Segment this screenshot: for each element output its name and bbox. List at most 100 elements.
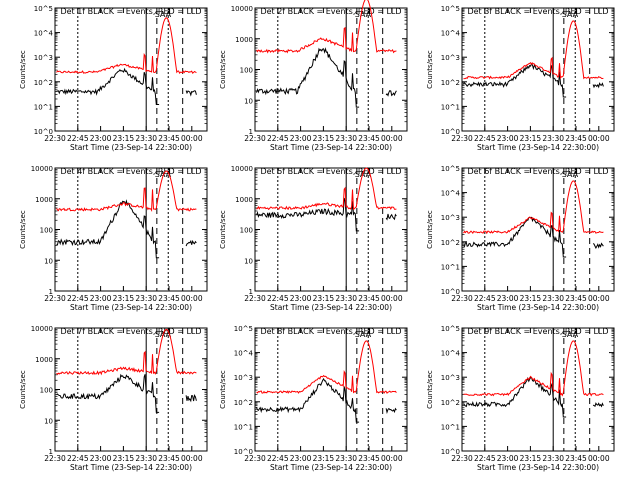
- x-tick-label: 23:00: [497, 454, 519, 463]
- series-events-line: [256, 377, 397, 423]
- series-lld-line: [256, 0, 397, 54]
- x-tick-label: 22:45: [67, 134, 89, 143]
- panel-title: Det 1f BLACK = Events, RED = LLD: [60, 7, 201, 16]
- x-tick-label: 23:15: [313, 134, 335, 143]
- y-axis-label: Counts/sec: [19, 50, 27, 89]
- x-tick-label: 22:30: [451, 294, 473, 303]
- x-tick-label: 23:30: [542, 454, 564, 463]
- y-tick-label: 10^5: [441, 5, 460, 13]
- y-tick-label: 10^3: [441, 54, 460, 62]
- y-tick-label: 1: [49, 448, 53, 456]
- y-tick-label: 10^4: [441, 30, 461, 38]
- y-tick-label: 10^2: [234, 399, 253, 407]
- x-tick-label: 23:30: [542, 134, 564, 143]
- x-tick-label: 23:00: [497, 134, 519, 143]
- y-tick-label: 10000: [231, 165, 253, 173]
- x-tick-label: 23:15: [313, 294, 335, 303]
- panel-1: Det 1f BLACK = Events, RED = LLD 10^0 10^1…: [19, 5, 208, 152]
- series-lld-line: [463, 20, 604, 80]
- x-axis-label: Start Time (23-Sep-14 22:30:00): [70, 463, 192, 472]
- panel-title: Det 4f BLACK = Events, RED = LLD: [60, 167, 201, 176]
- x-tick-label: 23:00: [290, 454, 312, 463]
- x-axis-label: Start Time (23-Sep-14 22:30:00): [477, 143, 599, 152]
- y-tick-label: 10^0: [34, 128, 53, 136]
- panel-title: Det 2f BLACK = Events, RED = LLD: [260, 7, 401, 16]
- series-events-line: [56, 373, 197, 413]
- series-lld-line: [56, 328, 197, 376]
- x-tick-label: 23:45: [565, 454, 587, 463]
- y-tick-label: 10^4: [234, 350, 254, 358]
- x-tick-label: 23:15: [520, 454, 542, 463]
- x-tick-label: 23:15: [113, 294, 135, 303]
- saa-label: SAA: [562, 10, 579, 19]
- x-tick-label: 22:45: [67, 294, 89, 303]
- y-tick-label: 1: [249, 288, 253, 296]
- panel-title: Det 8f BLACK = Events, RED = LLD: [260, 327, 401, 336]
- x-tick-label: 22:30: [44, 294, 66, 303]
- y-tick-label: 10^3: [234, 374, 253, 382]
- y-tick-label: 10: [244, 97, 253, 105]
- x-tick-label: 23:00: [90, 134, 112, 143]
- y-tick-label: 10^0: [441, 448, 460, 456]
- x-tick-label: 23:45: [565, 134, 587, 143]
- y-tick-label: 10^0: [441, 288, 460, 296]
- x-tick-label: 23:45: [358, 294, 380, 303]
- saa-label: SAA: [355, 330, 372, 339]
- y-tick-label: 10^2: [441, 79, 460, 87]
- panel-3: Det 3f BLACK = Events, RED = LLD 10^0 10^1…: [426, 5, 615, 152]
- x-tick-label: 23:15: [520, 134, 542, 143]
- series-lld-line: [463, 340, 604, 397]
- x-tick-label: 22:30: [451, 454, 473, 463]
- panel-title: Det 5f BLACK = Events, RED = LLD: [260, 167, 401, 176]
- y-axis-label: Counts/sec: [219, 50, 227, 89]
- x-axis-label: Start Time (23-Sep-14 22:30:00): [477, 463, 599, 472]
- series-lld-line: [56, 17, 197, 74]
- x-tick-label: 22:45: [267, 134, 289, 143]
- x-tick-label: 22:45: [267, 454, 289, 463]
- panel-title: Det 9f BLACK = Events, RED = LLD: [467, 327, 608, 336]
- x-tick-label: 00:00: [588, 294, 610, 303]
- x-tick-label: 00:00: [588, 134, 610, 143]
- y-axis-label: Counts/sec: [219, 370, 227, 409]
- y-tick-label: 10^1: [441, 423, 460, 431]
- y-tick-label: 10^5: [34, 5, 53, 13]
- x-tick-label: 22:30: [244, 454, 266, 463]
- x-tick-label: 00:00: [381, 134, 403, 143]
- x-tick-label: 23:30: [135, 454, 157, 463]
- x-tick-label: 23:30: [335, 134, 357, 143]
- y-tick-label: 10: [44, 257, 53, 265]
- x-tick-label: 23:30: [335, 294, 357, 303]
- x-axis-label: Start Time (23-Sep-14 22:30:00): [70, 143, 192, 152]
- x-tick-label: 23:30: [542, 294, 564, 303]
- y-tick-label: 10^1: [34, 103, 53, 111]
- saa-label: SAA: [562, 170, 579, 179]
- y-tick-label: 10^1: [441, 103, 460, 111]
- x-tick-label: 23:00: [497, 294, 519, 303]
- series-events-line: [256, 197, 397, 232]
- x-tick-label: 23:45: [158, 134, 180, 143]
- x-tick-label: 23:45: [158, 294, 180, 303]
- y-tick-label: 10^0: [234, 448, 253, 456]
- x-tick-label: 23:45: [358, 454, 380, 463]
- x-tick-label: 23:15: [520, 294, 542, 303]
- plot-frame: [254, 327, 408, 452]
- y-tick-label: 1: [249, 128, 253, 136]
- x-axis-label: Start Time (23-Sep-14 22:30:00): [270, 303, 392, 312]
- y-tick-label: 1000: [235, 196, 253, 204]
- x-axis-label: Start Time (23-Sep-14 22:30:00): [70, 303, 192, 312]
- y-tick-label: 10^2: [441, 399, 460, 407]
- x-tick-label: 23:00: [290, 294, 312, 303]
- saa-label: SAA: [355, 10, 372, 19]
- series-lld-line: [256, 167, 397, 211]
- y-tick-label: 10^1: [441, 263, 460, 271]
- x-tick-label: 23:45: [565, 294, 587, 303]
- y-tick-label: 10^3: [34, 54, 53, 62]
- series-lld-line: [256, 340, 397, 394]
- y-tick-label: 10^2: [441, 239, 460, 247]
- x-tick-label: 23:30: [335, 454, 357, 463]
- x-tick-label: 22:45: [474, 454, 496, 463]
- panel-5: Det 5f BLACK = Events, RED = LLD 1 10 100 10…: [219, 165, 408, 312]
- x-axis-label: Start Time (23-Sep-14 22:30:00): [270, 143, 392, 152]
- y-tick-label: 10^5: [441, 325, 460, 333]
- x-tick-label: 22:45: [267, 294, 289, 303]
